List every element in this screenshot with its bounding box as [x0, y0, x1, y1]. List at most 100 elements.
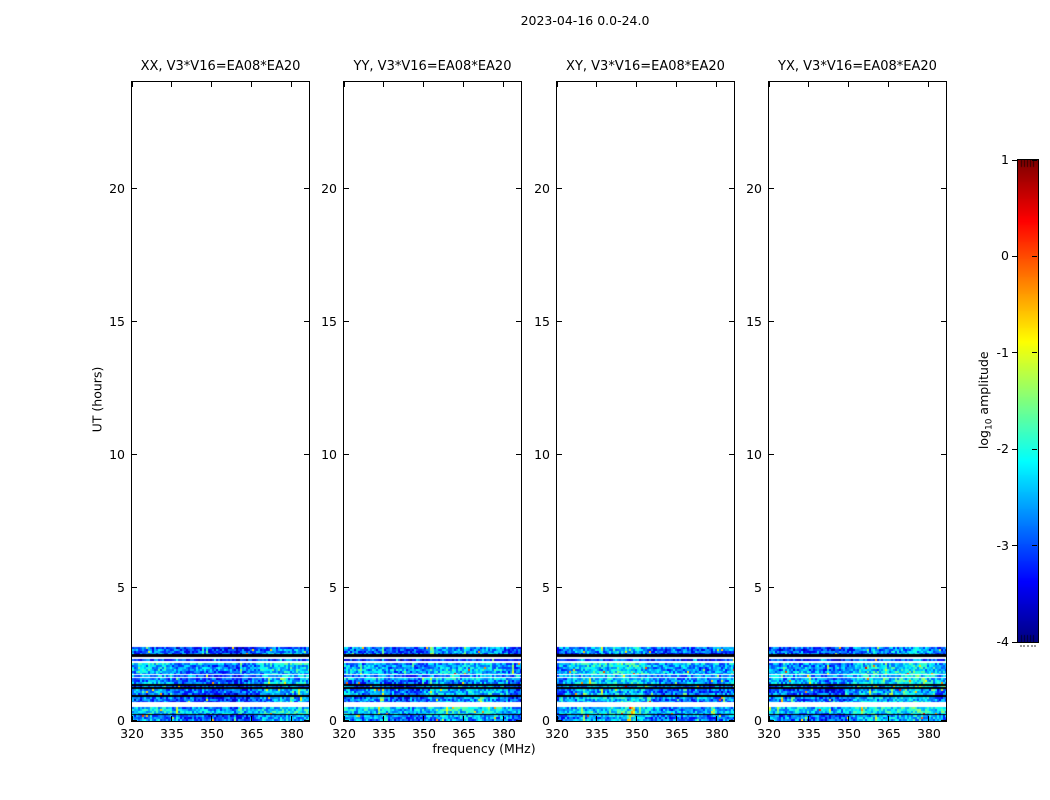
x-tick-mark [768, 82, 770, 87]
x-tick-mark [596, 716, 598, 721]
x-tick-mark [131, 716, 133, 721]
x-tick-mark [676, 82, 678, 87]
x-tick-mark [848, 82, 850, 87]
subplot-title: YX, V3*V16=EA08*EA20 [778, 59, 937, 74]
x-tick-mark [848, 716, 850, 721]
x-tick-mark [556, 82, 558, 87]
y-tick-label: 0 [542, 713, 550, 728]
y-tick-mark [557, 586, 562, 588]
axes-frame: 0 5 10 15 20 320 335 350 365 380 [109, 81, 310, 741]
x-tick-mark [251, 82, 253, 87]
x-tick-mark [343, 716, 345, 721]
y-tick-mark [769, 586, 774, 588]
y-tick-mark [344, 320, 349, 322]
colorbar-tick-label: -3 [996, 537, 1009, 553]
y-tick-mark [941, 720, 946, 721]
x-tick-mark [211, 82, 213, 87]
x-tick-mark [636, 82, 638, 87]
y-tick-mark [516, 320, 521, 322]
y-tick-label: 5 [329, 579, 337, 595]
x-tick-mark [291, 82, 293, 87]
colorbar-label: log10 amplitude [976, 335, 995, 465]
y-tick-label: 5 [754, 579, 762, 595]
y-tick-mark [941, 320, 946, 322]
x-tick-mark [888, 82, 890, 87]
colorbar-gradient-canvas [1018, 160, 1038, 642]
x-tick-mark [808, 82, 810, 87]
x-tick-label: 365 [452, 726, 476, 741]
y-tick-mark [557, 453, 562, 455]
y-tick-mark [304, 453, 309, 455]
x-tick-label: 320 [545, 726, 569, 741]
y-tick-mark [941, 453, 946, 455]
y-tick-mark [344, 453, 349, 455]
y-tick-mark [941, 187, 946, 189]
colorbar-tick-mark [1012, 352, 1017, 354]
y-tick-label: 10 [109, 446, 125, 462]
y-tick-mark [516, 586, 521, 588]
colorbar-tick-label: 1 [1001, 152, 1009, 167]
x-tick-label: 335 [160, 726, 184, 741]
y-tick-mark [344, 720, 349, 721]
x-tick-mark [503, 82, 505, 87]
y-tick-mark [729, 453, 734, 455]
y-tick-mark [729, 187, 734, 189]
y-tick-mark [729, 586, 734, 588]
x-tick-label: 380 [492, 726, 516, 741]
colorbar-tick-mark [1012, 159, 1017, 161]
x-tick-mark [463, 716, 465, 721]
y-tick-label: 5 [542, 579, 550, 595]
x-tick-label: 380 [280, 726, 304, 741]
axes-frame: 0 5 10 15 20 320 335 350 365 380 [321, 81, 522, 741]
y-tick-mark [304, 187, 309, 189]
x-tick-mark [423, 716, 425, 721]
spectrogram-canvas [344, 82, 521, 721]
y-tick-mark [132, 720, 137, 721]
y-tick-label: 15 [534, 313, 550, 329]
colorbar-tick-mark [1032, 448, 1037, 450]
y-tick-label: 0 [329, 713, 337, 728]
colorbar-tick-mark [1032, 545, 1037, 547]
x-tick-label: 380 [705, 726, 729, 741]
subplot-title: YY, V3*V16=EA08*EA20 [353, 59, 512, 74]
x-tick-mark [716, 82, 718, 87]
x-tick-mark [131, 82, 133, 87]
y-tick-mark [557, 720, 562, 721]
y-tick-mark [769, 453, 774, 455]
subplot-xy: XY, V3*V16=EA08*EA20 0 5 10 15 20 320 335 350 36… [534, 59, 735, 741]
x-tick-label: 320 [757, 726, 781, 741]
colorbar-tick-mark [1012, 255, 1017, 257]
x-tick-label: 335 [797, 726, 821, 741]
y-tick-mark [344, 586, 349, 588]
y-tick-label: 20 [321, 180, 337, 196]
colorbar: 1 0 -1 -2 -3 -4 [997, 152, 1039, 649]
colorbar-tick-label: -4 [996, 634, 1009, 649]
y-tick-mark [557, 187, 562, 189]
spectrogram-canvas [132, 82, 309, 721]
colorbar-tick-label: -1 [996, 344, 1009, 360]
colorbar-tick-mark [1032, 641, 1037, 643]
y-tick-mark [729, 720, 734, 721]
x-tick-label: 350 [625, 726, 649, 741]
y-tick-mark [516, 187, 521, 189]
x-tick-mark [716, 716, 718, 721]
y-tick-mark [769, 720, 774, 721]
y-tick-mark [516, 720, 521, 721]
x-tick-label: 380 [917, 726, 941, 741]
subplot-xx: XX, V3*V16=EA08*EA20 0 5 10 15 20 320 335 350 36… [109, 59, 310, 741]
subplot-title: XX, V3*V16=EA08*EA20 [140, 59, 301, 74]
y-tick-mark [941, 586, 946, 588]
colorbar-tick-mark [1012, 545, 1017, 547]
y-tick-label: 0 [754, 713, 762, 728]
x-tick-mark [556, 716, 558, 721]
colorbar-tick-mark [1012, 448, 1017, 450]
x-tick-mark [383, 82, 385, 87]
colorbar-label-fn: log [975, 430, 991, 450]
y-tick-label: 10 [321, 446, 337, 462]
y-tick-mark [132, 453, 137, 455]
y-tick-label: 20 [534, 180, 550, 196]
x-tick-mark [423, 82, 425, 87]
y-tick-label: 15 [746, 313, 762, 329]
spectrogram-canvas [769, 82, 946, 721]
